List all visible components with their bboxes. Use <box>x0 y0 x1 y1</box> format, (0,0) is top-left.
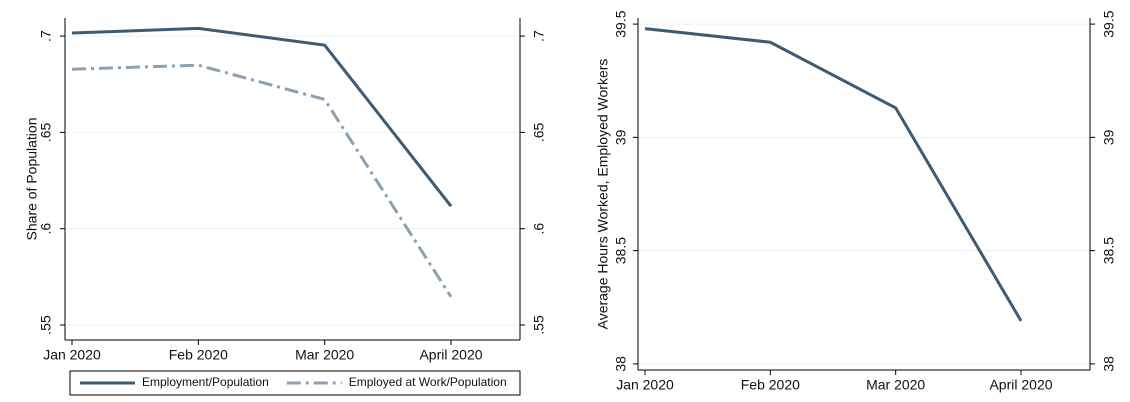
y-tick-label: .55 <box>38 315 54 335</box>
x-tick-label: April 2020 <box>989 377 1052 393</box>
y-tick-label: .6 <box>38 223 54 235</box>
x-tick-label: April 2020 <box>419 347 482 363</box>
y-tick-label-right: 38.5 <box>1101 237 1117 264</box>
y-tick-label-right: .55 <box>531 315 547 335</box>
y-tick-label: 38 <box>613 356 629 372</box>
y-axis-label: Share of Population <box>24 118 40 241</box>
x-tick-label: Feb 2020 <box>169 347 228 363</box>
y-tick-label: .65 <box>38 122 54 142</box>
x-tick-label: Feb 2020 <box>741 377 800 393</box>
y-tick-label: 38.5 <box>613 237 629 264</box>
y-tick-label: .7 <box>38 30 54 42</box>
line-series <box>71 63 453 298</box>
legend-label: Employment/Population <box>142 375 269 389</box>
y-tick-label: 39.5 <box>613 10 629 37</box>
y-axis-label: Average Hours Worked, Employed Workers <box>595 59 611 330</box>
y-tick-label-right: .6 <box>531 223 547 235</box>
y-tick-label-right: 39 <box>1101 129 1117 145</box>
x-tick-label: Jan 2020 <box>616 377 674 393</box>
x-tick-label: Mar 2020 <box>866 377 925 393</box>
y-tick-label-right: .65 <box>531 122 547 142</box>
x-tick-label: Mar 2020 <box>295 347 354 363</box>
line-series <box>71 26 453 208</box>
y-tick-label-right: 39.5 <box>1101 10 1117 37</box>
x-tick-label: Jan 2020 <box>43 347 101 363</box>
line-series <box>644 27 1023 322</box>
y-tick-label: 39 <box>613 129 629 145</box>
legend-label: Employed at Work/Population <box>349 375 507 389</box>
y-tick-label-right: .7 <box>531 30 547 42</box>
y-tick-label-right: 38 <box>1101 356 1117 372</box>
